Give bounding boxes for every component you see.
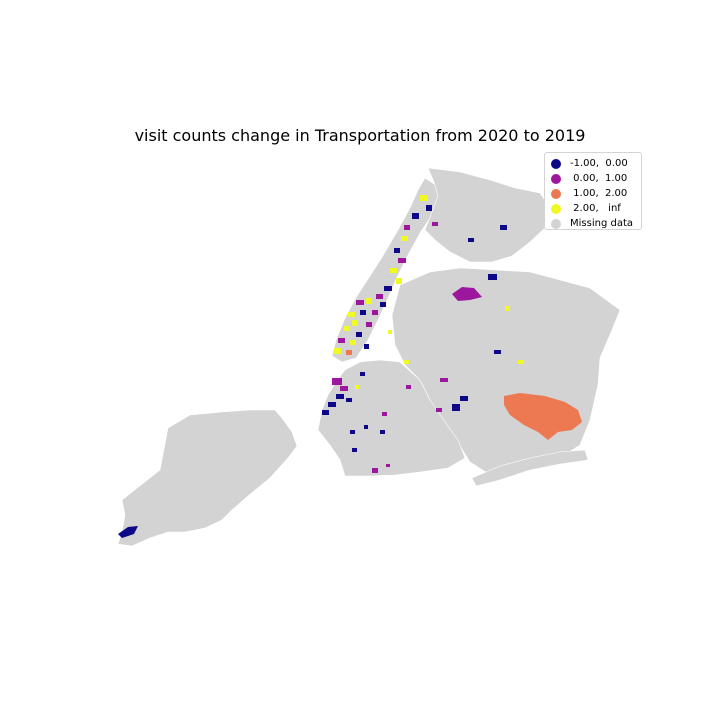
legend-label: 1.00, 2.00 xyxy=(570,188,628,199)
region-brooklyn xyxy=(317,359,466,477)
legend-label: 0.00, 1.00 xyxy=(570,173,628,184)
legend-swatch-2-inf xyxy=(551,203,561,214)
legend-item: 2.00, inf xyxy=(551,201,641,216)
legend-label: -1.00, 0.00 xyxy=(570,158,628,169)
legend-item: -1.00, 0.00 xyxy=(551,156,641,171)
manhattan-tracts xyxy=(334,195,432,355)
region-bronx xyxy=(424,167,549,263)
legend-swatch-0-1 xyxy=(551,173,561,184)
region-jfk-airport xyxy=(504,393,582,440)
legend-swatch-neg1-0 xyxy=(551,158,561,169)
legend-label: Missing data xyxy=(570,218,633,229)
region-rockaways xyxy=(471,449,589,487)
legend-item: 1.00, 2.00 xyxy=(551,186,641,201)
legend-item: 0.00, 1.00 xyxy=(551,171,641,186)
legend-swatch-missing xyxy=(551,218,561,229)
legend-label: 2.00, inf xyxy=(570,203,621,214)
legend-item: Missing data xyxy=(551,216,641,231)
bronx-tracts xyxy=(432,222,510,311)
region-staten-island xyxy=(117,409,298,547)
region-staten-island-neg xyxy=(118,526,138,538)
map-legend: -1.00, 0.00 0.00, 1.00 1.00, 2.00 2.00, … xyxy=(544,152,642,230)
legend-swatch-1-2 xyxy=(551,188,561,199)
region-manhattan xyxy=(331,177,441,363)
region-laguardia xyxy=(452,287,482,301)
brooklyn-queens-tracts xyxy=(322,350,524,473)
map-title: visit counts change in Transportation fr… xyxy=(134,126,586,145)
